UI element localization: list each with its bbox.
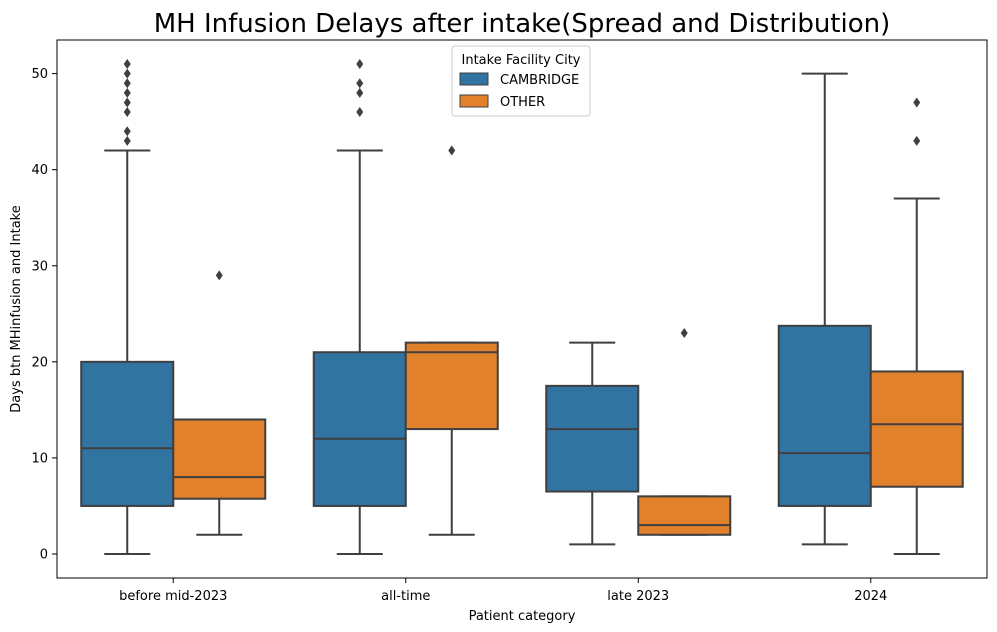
box-other-2-iqr: [637, 495, 732, 536]
box-cambridge-0-outlier: [123, 78, 131, 89]
box-cambridge-0-outlier: [123, 87, 131, 98]
box-other-3-outlier: [913, 97, 921, 108]
box-other-0-iqr: [172, 418, 267, 500]
plot-area: 0 10 20 30 40 50 before mid-2023 all-time late 2…: [31, 59, 964, 604]
box-other-2-outlier: [680, 328, 688, 339]
x-tick-label: late 2023: [607, 589, 669, 604]
legend-label-other: OTHER: [500, 95, 545, 110]
box-cambridge-0-iqr: [80, 360, 175, 507]
x-tick-label: before mid-2023: [119, 589, 227, 604]
chart-title: MH Infusion Delays after intake(Spread a…: [154, 9, 891, 39]
plot-frame: [56, 39, 988, 579]
y-tick-label: 10: [31, 451, 48, 466]
y-tick-label: 50: [31, 67, 48, 82]
box-cambridge-1-iqr: [312, 351, 407, 507]
x-tick-label: all-time: [381, 589, 430, 604]
box-cambridge-1-outlier: [356, 107, 364, 118]
box-other-1-iqr: [404, 341, 499, 431]
box-cambridge-0-outlier: [123, 126, 131, 137]
box-cambridge-0-outlier: [123, 135, 131, 146]
box-cambridge-1-outlier: [356, 78, 364, 89]
box-cambridge-0-outlier: [123, 59, 131, 70]
box-cambridge-1-outlier: [356, 87, 364, 98]
legend: Intake Facility City CAMBRIDGE OTHER: [451, 45, 591, 117]
box-other-0-outlier: [215, 270, 223, 281]
box-other-1-outlier: [448, 145, 456, 156]
legend-label-cambridge: CAMBRIDGE: [500, 73, 579, 88]
box-cambridge-0-outlier: [123, 68, 131, 79]
box-cambridge-1-outlier: [356, 59, 364, 70]
x-tick-label: 2024: [854, 589, 887, 604]
legend-swatch-other: [459, 94, 489, 108]
y-tick-label: 20: [31, 355, 48, 370]
box-other-3-iqr: [869, 370, 964, 488]
y-tick-label: 40: [31, 163, 48, 178]
y-axis-label: Days btn MHinfusion and Intake: [9, 205, 24, 412]
x-axis-label: Patient category: [469, 609, 576, 624]
y-tick-label: 30: [31, 259, 48, 274]
box-cambridge-3-iqr: [777, 324, 872, 507]
legend-swatch-cambridge: [459, 72, 489, 86]
box-other-3-outlier: [913, 135, 921, 146]
y-tick-label: 0: [40, 547, 48, 562]
legend-title: Intake Facility City: [462, 53, 581, 68]
box-cambridge-0-outlier: [123, 107, 131, 118]
box-cambridge-2-iqr: [545, 384, 640, 493]
box-cambridge-0-outlier: [123, 97, 131, 108]
